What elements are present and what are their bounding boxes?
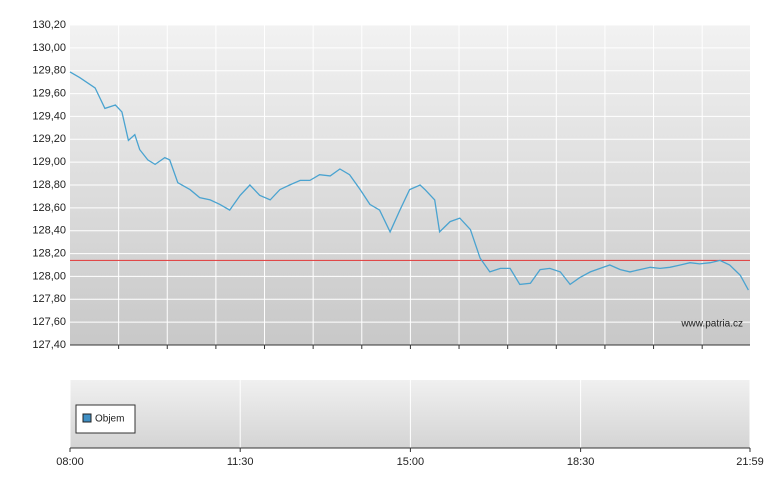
y-tick-label: 129,20: [32, 133, 66, 145]
x-tick-label: 11:30: [227, 456, 254, 468]
legend-label: Objem: [95, 414, 124, 425]
y-tick-label: 127,40: [32, 339, 66, 351]
y-tick-label: 129,60: [32, 87, 66, 99]
y-tick-label: 128,20: [32, 247, 66, 259]
y-tick-label: 130,00: [32, 42, 66, 54]
y-tick-label: 129,40: [32, 110, 66, 122]
x-tick-label: 18:30: [567, 456, 595, 468]
y-tick-label: 127,80: [32, 293, 66, 305]
y-tick-label: 128,60: [32, 202, 66, 214]
y-tick-label: 128,40: [32, 225, 66, 237]
y-tick-label: 130,20: [32, 19, 66, 31]
x-tick-label: 21:59: [736, 456, 764, 468]
x-tick-label: 15:00: [397, 456, 425, 468]
y-tick-label: 128,80: [32, 179, 66, 191]
y-tick-label: 129,00: [32, 156, 66, 168]
y-tick-label: 127,60: [32, 316, 66, 328]
x-tick-label: 08:00: [56, 456, 84, 468]
y-tick-label: 129,80: [32, 65, 66, 77]
y-tick-label: 128,00: [32, 270, 66, 282]
watermark: www.patria.cz: [680, 319, 743, 330]
legend-swatch: [82, 413, 92, 423]
price-line: [69, 71, 749, 291]
